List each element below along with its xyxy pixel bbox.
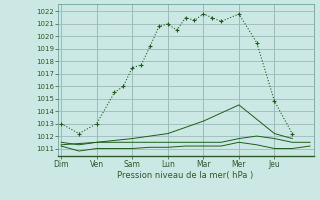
- X-axis label: Pression niveau de la mer( hPa ): Pression niveau de la mer( hPa ): [117, 171, 254, 180]
